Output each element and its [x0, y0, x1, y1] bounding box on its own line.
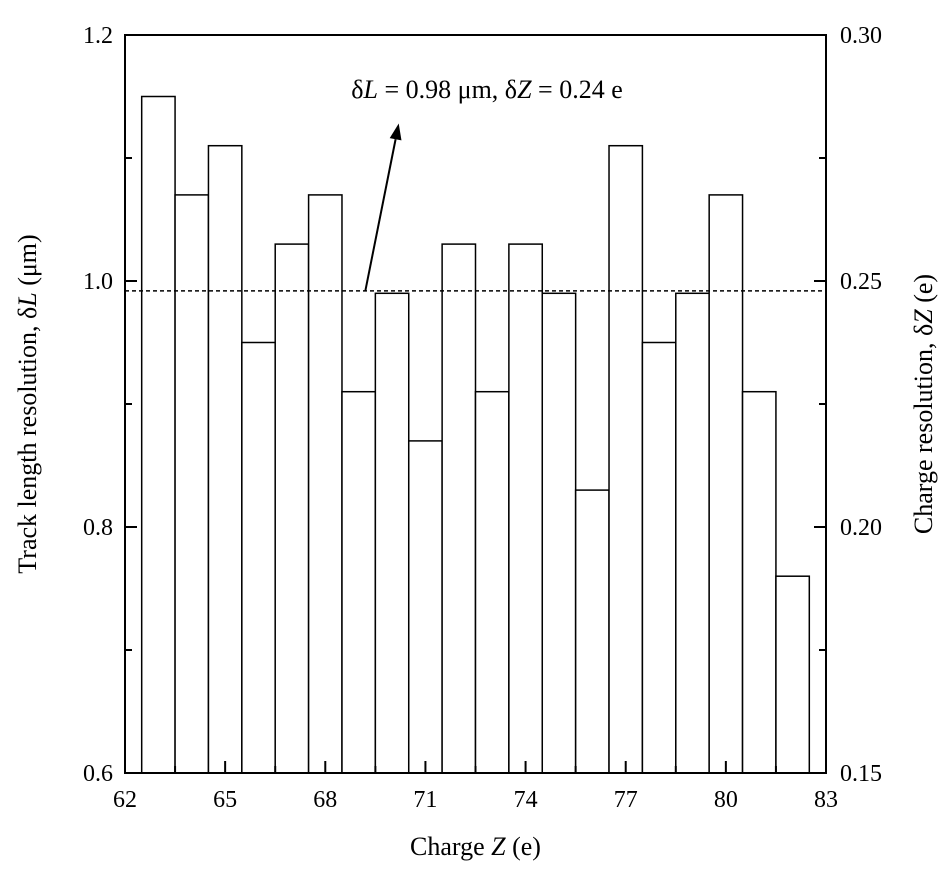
bar-73: [474, 390, 510, 774]
annotation-arrow: [364, 139, 397, 292]
bar-74: [508, 243, 544, 774]
bar-67: [274, 243, 310, 774]
bar-78: [641, 341, 677, 774]
x-tick-label: 83: [814, 787, 838, 813]
x-tick-label: 71: [413, 787, 437, 813]
bar-76: [574, 489, 610, 774]
bar-65: [207, 144, 243, 774]
bar-80: [708, 194, 744, 774]
y-right-tick-label: 0.30: [840, 23, 882, 49]
y-right-tick-label: 0.25: [840, 269, 882, 295]
y-right-tick-label: 0.15: [840, 761, 882, 787]
y-axis-right-label: Charge resolution, δZ (e): [909, 274, 938, 534]
bars-group: [140, 95, 811, 774]
y-left-tick-label: 0.8: [83, 515, 113, 541]
bar-64: [174, 194, 210, 774]
bar-66: [241, 341, 276, 774]
y-axis-left-label: Track length resolution, δL (μm): [13, 234, 42, 573]
x-tick-label: 77: [614, 787, 638, 813]
bar-69: [341, 390, 377, 774]
ticks-group: [124, 34, 827, 774]
y-right-tick-label: 0.20: [840, 515, 882, 541]
bar-70: [374, 292, 410, 774]
x-tick-label: 68: [313, 787, 337, 813]
bar-63: [140, 95, 176, 774]
bar-79: [675, 292, 710, 774]
bar-77: [608, 144, 644, 774]
y-left-tick-label: 1.0: [83, 269, 113, 295]
bar-68: [307, 194, 343, 774]
annotation-arrowhead: [389, 123, 402, 141]
bar-75: [541, 292, 577, 774]
tick-labels-group: 62 65 68 71 74 77 80 83 0.6 0.8 1.0 1.2 0.15 0.20 0.25…: [83, 23, 882, 813]
y-left-tick-label: 0.6: [83, 761, 113, 787]
x-axis-label: Charge Z (e): [410, 832, 541, 861]
x-tick-label: 80: [714, 787, 738, 813]
x-tick-label: 74: [514, 787, 538, 813]
bar-81: [741, 390, 777, 774]
y-left-tick-label: 1.2: [83, 23, 113, 49]
annotation-text: δL = 0.98 μm, δZ = 0.24 e: [351, 75, 622, 104]
x-tick-label: 62: [113, 787, 137, 813]
x-tick-label: 65: [213, 787, 237, 813]
bar-82: [775, 575, 811, 774]
bar-72: [441, 243, 477, 774]
bar-71: [407, 440, 443, 774]
